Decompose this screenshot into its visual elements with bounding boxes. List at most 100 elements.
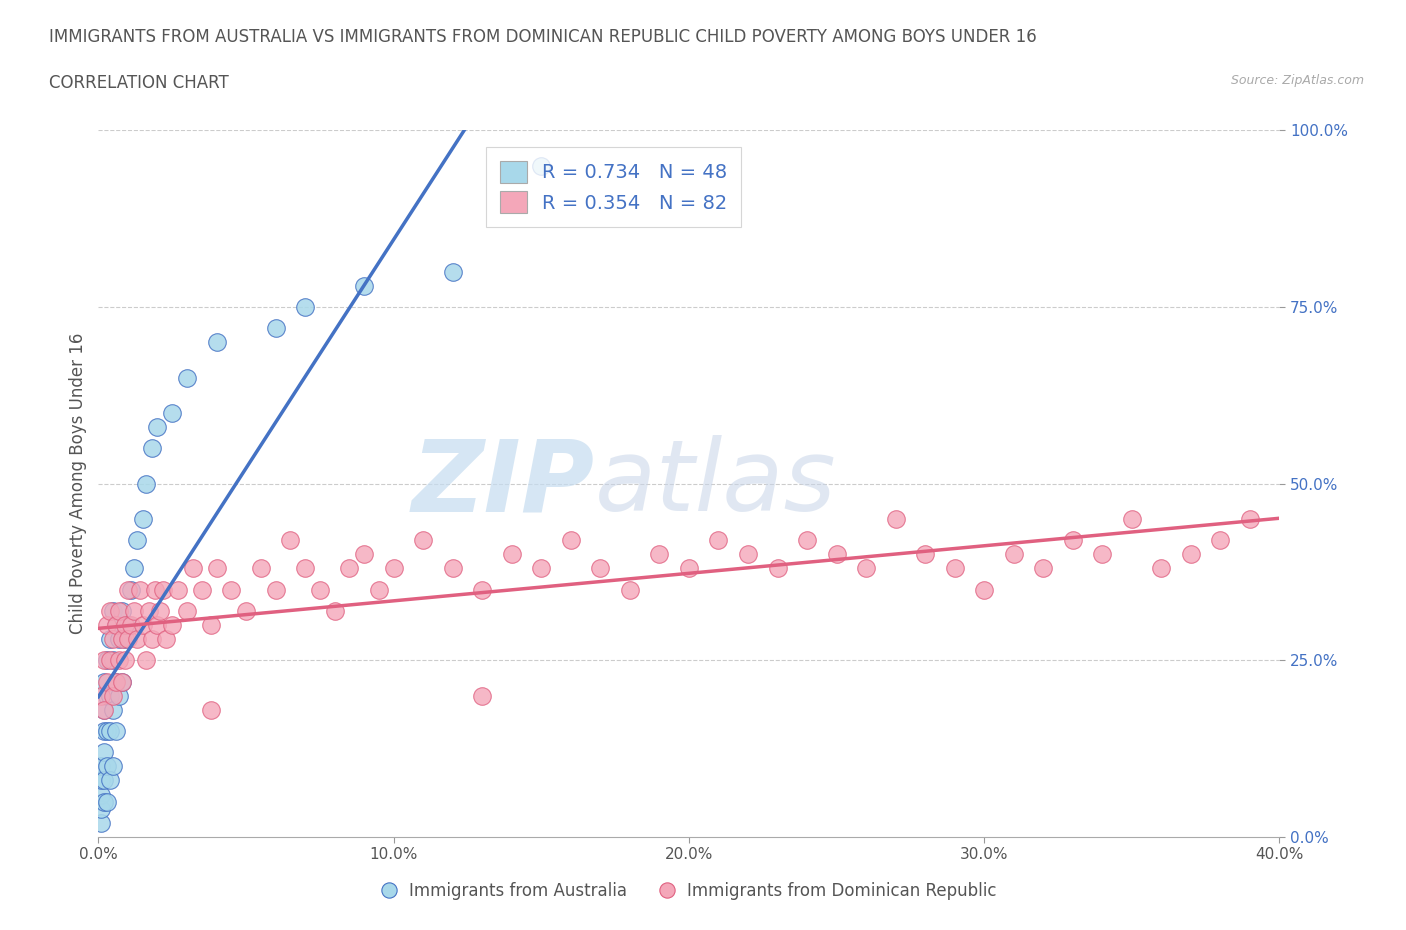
Point	[93, 653, 115, 668]
Point	[93, 794, 115, 809]
Point	[98, 773, 121, 788]
Point	[105, 618, 128, 632]
Point	[280, 533, 302, 548]
Point	[125, 631, 148, 646]
Point	[103, 604, 125, 618]
Point	[501, 547, 523, 562]
Point	[117, 582, 139, 597]
Point	[90, 759, 112, 774]
Point	[90, 773, 112, 788]
Point	[146, 618, 169, 632]
Point	[135, 476, 157, 491]
Point	[122, 561, 145, 576]
Point	[98, 688, 121, 703]
Point	[619, 582, 641, 597]
Point	[560, 533, 582, 548]
Point	[471, 688, 494, 703]
Point	[105, 618, 128, 632]
Point	[382, 561, 405, 576]
Point	[339, 561, 361, 576]
Point	[796, 533, 818, 548]
Point	[309, 582, 332, 597]
Point	[884, 512, 907, 526]
Point	[132, 512, 155, 526]
Point	[93, 724, 115, 738]
Text: ZIP: ZIP	[412, 435, 595, 532]
Point	[108, 688, 131, 703]
Point	[105, 674, 128, 689]
Point	[90, 787, 112, 802]
Point	[1180, 547, 1202, 562]
Point	[250, 561, 273, 576]
Point	[98, 604, 121, 618]
Point	[90, 816, 112, 830]
Text: IMMIGRANTS FROM AUSTRALIA VS IMMIGRANTS FROM DOMINICAN REPUBLIC CHILD POVERTY AM: IMMIGRANTS FROM AUSTRALIA VS IMMIGRANTS …	[49, 28, 1038, 46]
Point	[146, 419, 169, 434]
Point	[93, 773, 115, 788]
Point	[766, 561, 789, 576]
Point	[93, 745, 115, 760]
Point	[90, 802, 112, 817]
Point	[678, 561, 700, 576]
Point	[1091, 547, 1114, 562]
Point	[117, 631, 139, 646]
Point	[155, 631, 177, 646]
Point	[103, 631, 125, 646]
Point	[152, 582, 174, 597]
Point	[96, 674, 118, 689]
Point	[96, 618, 118, 632]
Point	[235, 604, 257, 618]
Point	[93, 702, 115, 717]
Point	[96, 688, 118, 703]
Point	[114, 618, 136, 632]
Point	[353, 278, 375, 293]
Point	[128, 582, 150, 597]
Point	[914, 547, 936, 562]
Point	[176, 370, 198, 385]
Point	[353, 547, 375, 562]
Point	[98, 653, 121, 668]
Point	[149, 604, 172, 618]
Point	[108, 604, 131, 618]
Point	[1150, 561, 1173, 576]
Text: atlas: atlas	[595, 435, 837, 532]
Point	[111, 674, 134, 689]
Point	[114, 653, 136, 668]
Point	[120, 582, 142, 597]
Point	[122, 604, 145, 618]
Point	[323, 604, 346, 618]
Point	[111, 631, 134, 646]
Point	[200, 702, 222, 717]
Point	[135, 653, 157, 668]
Point	[737, 547, 759, 562]
Point	[138, 604, 160, 618]
Point	[108, 653, 131, 668]
Point	[176, 604, 198, 618]
Point	[120, 618, 142, 632]
Point	[103, 653, 125, 668]
Point	[943, 561, 966, 576]
Legend: Immigrants from Australia, Immigrants from Dominican Republic: Immigrants from Australia, Immigrants fr…	[375, 875, 1002, 907]
Point	[111, 674, 134, 689]
Point	[648, 547, 671, 562]
Point	[1121, 512, 1143, 526]
Point	[143, 582, 166, 597]
Point	[105, 674, 128, 689]
Point	[530, 158, 553, 173]
Point	[471, 582, 494, 597]
Point	[221, 582, 243, 597]
Point	[205, 335, 228, 350]
Point	[181, 561, 204, 576]
Point	[412, 533, 434, 548]
Point	[294, 561, 316, 576]
Point	[96, 653, 118, 668]
Point	[264, 582, 287, 597]
Point	[141, 441, 163, 456]
Point	[96, 724, 118, 738]
Text: CORRELATION CHART: CORRELATION CHART	[49, 74, 229, 92]
Y-axis label: Child Poverty Among Boys Under 16: Child Poverty Among Boys Under 16	[69, 333, 87, 634]
Point	[111, 604, 134, 618]
Point	[103, 688, 125, 703]
Point	[98, 631, 121, 646]
Point	[90, 688, 112, 703]
